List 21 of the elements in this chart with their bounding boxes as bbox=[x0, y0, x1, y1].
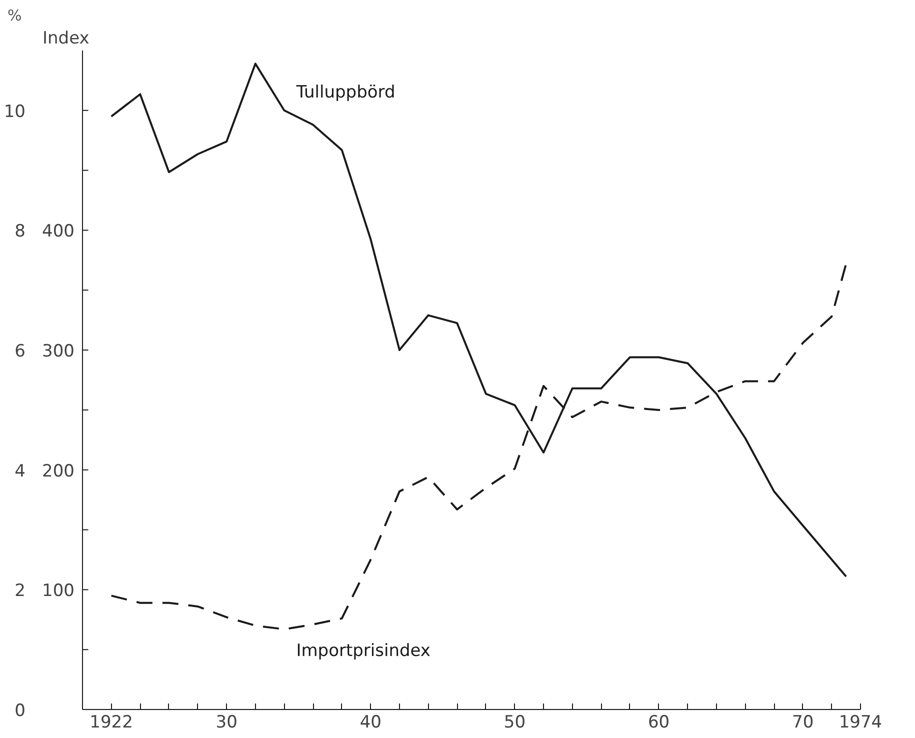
x-tick-label: 50 bbox=[504, 712, 526, 732]
y2-tick-label: 400 bbox=[42, 222, 75, 242]
y-tick-label: 10 bbox=[4, 102, 26, 122]
x-tick-label: 1974 bbox=[838, 712, 882, 732]
x-tick-label: 40 bbox=[360, 712, 382, 732]
series-label: Importprisindex bbox=[296, 641, 430, 662]
y2-tick-label: 100 bbox=[42, 581, 75, 602]
y2-tick-label: 200 bbox=[42, 461, 75, 482]
y-tick-label: 6 bbox=[14, 342, 26, 362]
y-tick-label: 4 bbox=[14, 461, 26, 482]
x-tick-label: 60 bbox=[648, 712, 670, 732]
y-tick-label: 8 bbox=[14, 222, 26, 242]
y-tick-label: 0 bbox=[14, 701, 26, 721]
series-label: Tulluppbörd bbox=[295, 82, 396, 102]
y2-axis-title: Index bbox=[42, 28, 90, 48]
x-tick-label: 70 bbox=[792, 712, 814, 732]
y2-tick-label: 300 bbox=[42, 342, 75, 362]
y-axis-title: % bbox=[8, 6, 22, 24]
x-tick-label: 30 bbox=[216, 712, 238, 732]
y-tick-label: 2 bbox=[14, 581, 26, 602]
x-tick-label: 1922 bbox=[90, 712, 133, 732]
